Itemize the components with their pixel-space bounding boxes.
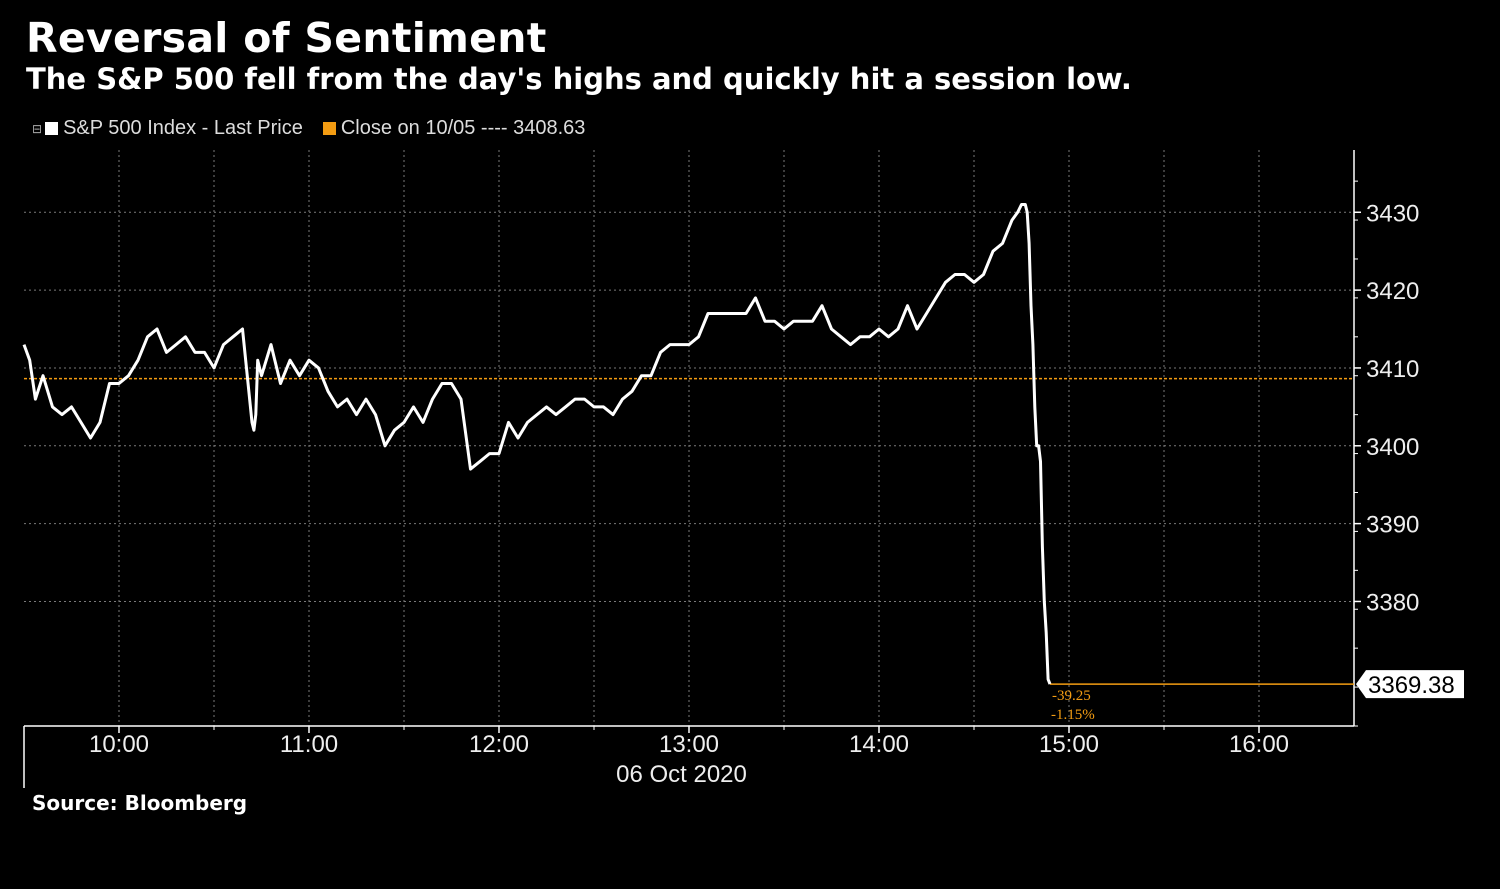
y-axis-ticks: 3380 3390 3400 3410 3420 3430 [1354,180,1419,727]
legend-swatch-last-price [45,122,59,135]
x-axis-date-label: 06 Oct 2020 [616,761,747,788]
legend: ⊟ S&P 500 Index - Last Price Close on 10… [32,117,605,140]
legend-item-prev-close[interactable]: Close on 10/05 ---- 3408.63 [322,117,586,140]
y-tick-label: 3390 [1366,512,1419,539]
chart-title: Reversal of Sentiment [26,14,547,62]
chart-subtitle: The S&P 500 fell from the day's highs an… [26,62,1132,96]
last-value-tag-shape [1356,670,1464,699]
legend-item-last-price[interactable]: S&P 500 Index - Last Price [45,117,303,140]
last-value-tag: 3369.38 [1356,670,1464,699]
x-tick-label: 16:00 [1229,731,1289,758]
legend-swatch-prev-close [322,122,336,135]
x-tick-label: 13:00 [659,731,719,758]
source-note: Source: Bloomberg [32,791,248,815]
series-line-last-price [22,203,1052,685]
last-value-label: 3369.38 [1368,672,1455,699]
x-tick-label: 15:00 [1039,731,1099,758]
y-tick-label: 3420 [1366,278,1419,305]
legend-label-prev-close: Close on 10/05 ---- 3408.63 [340,117,586,139]
legend-toggle-icon[interactable]: ⊟ [32,121,43,136]
y-tick-label: 3380 [1366,589,1419,616]
x-tick-label: 12:00 [469,731,529,758]
legend-label-last-price: S&P 500 Index - Last Price [63,117,303,139]
x-tick-label: 10:00 [89,731,149,758]
change-pct-label: -1.15% [1051,707,1095,723]
y-tick-label: 3410 [1366,356,1419,383]
x-tick-label: 11:00 [280,731,338,758]
y-tick-label: 3400 [1366,434,1419,461]
gridlines [24,150,1354,726]
change-label: -39.25 [1052,688,1091,704]
y-tick-label: 3430 [1366,200,1419,227]
x-axis-ticks: 10:00 11:00 12:00 13:00 14:00 15:00 16:00 [89,726,1289,758]
x-tick-label: 14:00 [849,731,909,758]
